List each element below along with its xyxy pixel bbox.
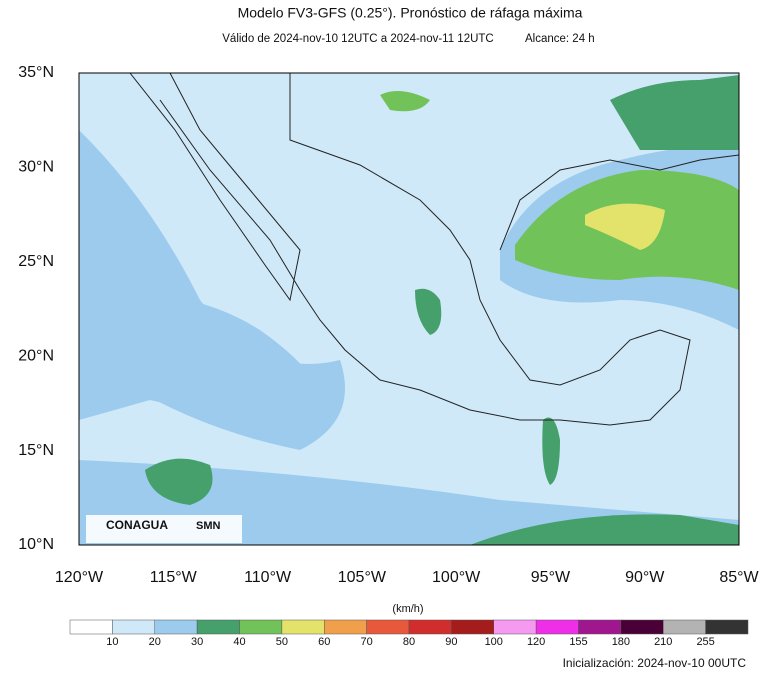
colorbar-swatch (112, 619, 155, 635)
colorbar-swatch (451, 619, 494, 635)
footer: Inicialización: 2024-nov-10 00UTC (563, 656, 747, 670)
colorbar-label: 90 (445, 636, 457, 648)
title: Modelo FV3-GFS (0.25°). Pronóstico de rá… (238, 5, 583, 21)
colorbar-unit: (km/h) (392, 603, 423, 615)
lon-label: 115°W (150, 569, 198, 586)
logo-conagua: CONAGUA (106, 518, 168, 532)
colorbar-label: 60 (318, 636, 330, 648)
lat-label: 35°N (18, 64, 54, 81)
colorbar-label: 20 (149, 636, 161, 648)
colorbar-swatch (281, 619, 325, 635)
colorbar-label: 155 (569, 636, 587, 648)
lon-label: 105°W (338, 569, 387, 586)
colorbar-label: 30 (191, 636, 203, 648)
colorbar-swatch (408, 619, 452, 635)
colorbar-swatch (154, 619, 198, 635)
colorbar-swatch (366, 619, 410, 635)
colorbar-label: 70 (361, 636, 373, 648)
colorbar-label: 180 (612, 636, 630, 648)
lat-label: 25°N (18, 253, 54, 270)
subtitle: Válido de 2024-nov-10 12UTC a 2024-nov-1… (222, 33, 493, 45)
lon-label: 110°W (244, 569, 292, 586)
colorbar-swatch (705, 619, 749, 635)
lon-label: 120°W (55, 569, 104, 586)
colorbar-label: 120 (527, 636, 545, 648)
colorbar-swatch (578, 619, 622, 635)
colorbar-swatch (239, 619, 283, 635)
lat-label: 20°N (18, 347, 54, 364)
colorbar-label: 80 (403, 636, 415, 648)
lat-label: 15°N (18, 442, 54, 459)
colorbar-swatch (324, 619, 367, 635)
lon-label: 90°W (625, 569, 665, 586)
logo-box: CONAGUA SMN (86, 515, 242, 543)
colorbar-label: 40 (233, 636, 245, 648)
colorbar-label: 210 (654, 636, 672, 648)
colorbar-label: 100 (485, 636, 503, 648)
colorbar-swatch (69, 619, 113, 635)
logo-smn: SMN (196, 520, 221, 532)
colorbar-label: 50 (276, 636, 288, 648)
colorbar-label: 255 (696, 636, 714, 648)
lon-label: 100°W (432, 569, 481, 586)
colorbar-label: 10 (106, 636, 118, 648)
lon-label: 85°W (719, 569, 759, 586)
colorbar-swatch (493, 619, 537, 635)
lat-label: 10°N (18, 536, 54, 553)
map: CONAGUA SMN (78, 72, 740, 546)
colorbar-swatch (535, 619, 579, 635)
lead-time: Alcance: 24 h (525, 33, 595, 45)
lon-label: 95°W (531, 569, 571, 586)
colorbar-swatch (196, 619, 240, 635)
colorbar-swatch (663, 619, 706, 635)
lat-label: 30°N (18, 159, 54, 176)
colorbar-swatch (620, 619, 664, 635)
